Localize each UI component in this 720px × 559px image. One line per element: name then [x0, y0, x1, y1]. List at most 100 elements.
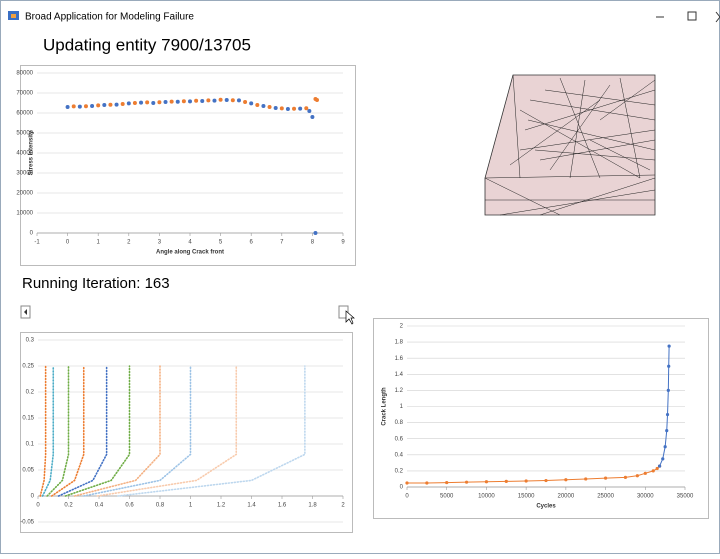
y-tick-label: 70000: [16, 91, 33, 97]
data-point: [405, 481, 408, 484]
data-point: [304, 106, 308, 110]
x-tick-label: 10000: [478, 494, 495, 500]
data-point: [485, 480, 488, 483]
data-point: [102, 103, 106, 107]
data-point: [313, 231, 317, 235]
data-point: [544, 479, 547, 482]
app-icon-detail: [11, 14, 16, 18]
chart: -0.0500.050.10.150.20.250.300.20.40.60.8…: [20, 333, 352, 533]
data-point: [661, 457, 664, 460]
mesh-view: [485, 75, 655, 215]
data-point: [206, 98, 210, 102]
x-tick-label: 30000: [637, 494, 654, 500]
data-point: [310, 115, 314, 119]
y-tick-label: 1.6: [395, 356, 404, 362]
data-point: [652, 469, 655, 472]
y-tick-label: 80000: [16, 71, 33, 77]
y-tick-label: 0.05: [22, 468, 34, 474]
y-tick-label: 0.1: [26, 442, 35, 448]
data-point: [298, 107, 302, 111]
data-point: [225, 98, 229, 102]
chart: 0100002000030000400005000060000700008000…: [16, 66, 355, 266]
x-tick-label: 15000: [518, 494, 535, 500]
y-tick-label: 0.2: [395, 468, 404, 474]
chart-frame: [21, 66, 356, 266]
data-point: [307, 109, 311, 113]
chart-frame: [374, 319, 709, 519]
data-point: [188, 99, 192, 103]
x-tick-label: 0.8: [156, 503, 165, 509]
y-tick-label: -0.05: [20, 520, 34, 526]
data-point: [268, 105, 272, 109]
data-point: [564, 478, 567, 481]
data-point: [133, 101, 137, 105]
data-point: [212, 99, 216, 103]
data-point: [465, 481, 468, 484]
data-point: [445, 481, 448, 484]
y-tick-label: 60000: [16, 111, 33, 117]
x-tick-label: 1.8: [308, 503, 317, 509]
y-tick-label: 0.4: [395, 452, 404, 458]
data-point: [115, 103, 119, 107]
x-tick-label: 0.4: [95, 503, 104, 509]
data-point: [84, 104, 88, 108]
y-tick-label: 0.3: [26, 338, 35, 344]
y-tick-label: 0.25: [22, 364, 34, 370]
data-point: [315, 98, 319, 102]
y-tick-label: 1.4: [395, 372, 404, 378]
x-tick-label: 1.2: [217, 503, 226, 509]
data-point: [121, 102, 125, 106]
data-point: [667, 389, 670, 392]
data-point: [286, 107, 290, 111]
data-point: [219, 98, 223, 102]
y-tick-label: 0.8: [395, 420, 404, 426]
data-point: [280, 106, 284, 110]
data-point: [656, 467, 659, 470]
y-tick-label: 10000: [16, 211, 33, 217]
data-point: [243, 100, 247, 104]
data-point: [194, 99, 198, 103]
data-point: [170, 100, 174, 104]
data-point: [96, 103, 100, 107]
y-tick-label: 0.15: [22, 416, 34, 422]
data-point: [164, 100, 168, 104]
data-point: [525, 479, 528, 482]
data-point: [261, 104, 265, 108]
x-axis-label: Cycles: [536, 504, 556, 510]
x-axis-label: Angle along Crack front: [156, 250, 224, 256]
data-point: [664, 445, 667, 448]
x-tick-label: 0.2: [64, 503, 73, 509]
app-window: Broad Application for Modeling Failure U…: [0, 0, 720, 554]
iteration-text: Running Iteration: 163: [22, 275, 170, 292]
data-point: [505, 480, 508, 483]
data-point: [200, 99, 204, 103]
data-point: [145, 100, 149, 104]
data-point: [644, 472, 647, 475]
status-text: Updating entity 7900/13705: [43, 35, 251, 54]
data-point: [249, 101, 253, 105]
data-point: [72, 104, 76, 108]
data-point: [292, 107, 296, 111]
data-point: [274, 106, 278, 110]
data-point: [666, 413, 669, 416]
data-point: [78, 105, 82, 109]
data-point: [584, 477, 587, 480]
data-point: [231, 98, 235, 102]
x-tick-label: 25000: [597, 494, 614, 500]
y-tick-label: 1.2: [395, 388, 404, 394]
data-point: [665, 429, 668, 432]
data-point: [176, 100, 180, 104]
data-point: [157, 100, 161, 104]
data-point: [667, 365, 670, 368]
data-point: [604, 477, 607, 480]
x-tick-label: 35000: [677, 494, 694, 500]
x-tick-label: 20000: [558, 494, 575, 500]
data-point: [636, 474, 639, 477]
data-point: [66, 105, 70, 109]
window-title: Broad Application for Modeling Failure: [25, 12, 194, 23]
data-point: [255, 103, 259, 107]
data-point: [139, 101, 143, 105]
y-tick-label: 0.2: [26, 390, 35, 396]
data-point: [668, 345, 671, 348]
